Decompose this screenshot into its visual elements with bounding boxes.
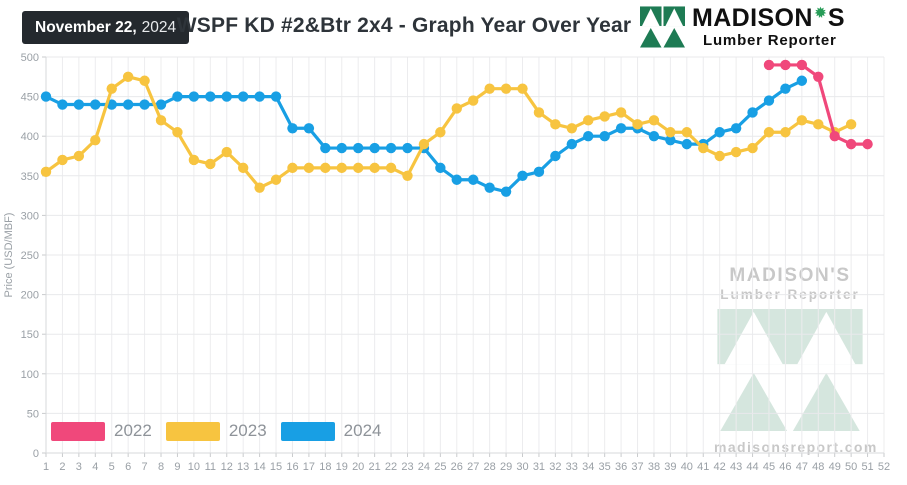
svg-text:9: 9 (174, 461, 180, 473)
date-badge: November 22, 2024 (22, 11, 190, 44)
legend-swatch-2022 (51, 421, 105, 441)
svg-text:37: 37 (631, 461, 643, 473)
date-text: November 22, (35, 18, 137, 36)
svg-text:52: 52 (878, 461, 890, 473)
svg-text:300: 300 (21, 210, 39, 222)
svg-text:51: 51 (861, 461, 873, 473)
svg-text:43: 43 (730, 461, 742, 473)
svg-text:34: 34 (582, 461, 594, 473)
svg-text:47: 47 (796, 461, 808, 473)
svg-text:45: 45 (763, 461, 775, 473)
svg-text:350: 350 (21, 171, 39, 183)
svg-text:33: 33 (566, 461, 578, 473)
legend-swatch-2024 (280, 421, 335, 441)
header: November 22, 2024 WSPF KD #2&Btr 2x4 - G… (0, 0, 907, 52)
legend-label-2022: 2022 (114, 421, 152, 440)
legend-label-2023: 2023 (228, 421, 267, 440)
legend-item-2024: 2024 (280, 421, 382, 441)
watermark-name: MADISON'S (729, 265, 851, 286)
watermark-logo-icon (717, 308, 863, 431)
svg-text:49: 49 (829, 461, 841, 473)
svg-text:23: 23 (401, 461, 413, 473)
svg-text:7: 7 (142, 461, 148, 473)
legend-item-2022: 2022 (51, 421, 152, 441)
svg-text:28: 28 (484, 461, 496, 473)
svg-text:38: 38 (648, 461, 660, 473)
svg-text:150: 150 (21, 329, 39, 341)
brand-wordmark: MADISON S Lumber Reporter (692, 6, 845, 49)
svg-text:50: 50 (845, 461, 857, 473)
legend-label-2024: 2024 (343, 421, 382, 440)
svg-text:46: 46 (779, 461, 791, 473)
svg-text:Price (USD/MBF): Price (USD/MBF) (3, 213, 15, 298)
maple-leaf-icon (814, 6, 827, 19)
svg-text:6: 6 (125, 461, 131, 473)
svg-text:3: 3 (76, 461, 82, 473)
svg-text:5: 5 (109, 461, 115, 473)
svg-text:1: 1 (43, 461, 49, 473)
svg-text:400: 400 (21, 131, 39, 143)
date-year: 2024 (141, 18, 177, 36)
chart-legend: 2022 2023 2024 (51, 421, 381, 441)
svg-text:26: 26 (451, 461, 463, 473)
svg-text:41: 41 (697, 461, 709, 473)
page-title: WSPF KD #2&Btr 2x4 - Graph Year Over Yea… (176, 14, 632, 37)
svg-text:50: 50 (27, 408, 39, 420)
svg-text:16: 16 (286, 461, 298, 473)
svg-text:20: 20 (352, 461, 364, 473)
svg-text:40: 40 (681, 461, 693, 473)
brand-logo: MADISON S Lumber Reporter (640, 6, 845, 48)
svg-text:30: 30 (516, 461, 528, 473)
legend-swatch-2023 (165, 421, 220, 441)
svg-text:10: 10 (188, 461, 200, 473)
brand-name-suffix: S (827, 4, 845, 32)
svg-text:29: 29 (500, 461, 512, 473)
svg-text:44: 44 (746, 461, 758, 473)
svg-text:21: 21 (369, 461, 381, 473)
watermark-url: madisonsreport.com (714, 438, 878, 455)
brand-name: MADISON S (692, 6, 845, 31)
legend-item-2023: 2023 (165, 421, 267, 441)
svg-text:12: 12 (221, 461, 233, 473)
svg-text:36: 36 (615, 461, 627, 473)
brand-name-main: MADISON (692, 4, 813, 32)
svg-text:0: 0 (33, 448, 39, 460)
svg-text:8: 8 (158, 461, 164, 473)
svg-text:200: 200 (21, 290, 39, 302)
svg-text:39: 39 (664, 461, 676, 473)
svg-text:24: 24 (418, 461, 430, 473)
svg-text:25: 25 (434, 461, 446, 473)
svg-text:500: 500 (21, 52, 39, 64)
svg-text:14: 14 (253, 461, 265, 473)
brand-tagline: Lumber Reporter (703, 32, 837, 49)
svg-text:32: 32 (549, 461, 561, 473)
svg-text:450: 450 (21, 92, 39, 104)
svg-text:42: 42 (714, 461, 726, 473)
svg-text:48: 48 (812, 461, 824, 473)
svg-text:19: 19 (336, 461, 348, 473)
svg-text:250: 250 (21, 250, 39, 262)
svg-text:17: 17 (303, 461, 315, 473)
svg-text:13: 13 (237, 461, 249, 473)
svg-text:11: 11 (205, 461, 216, 473)
svg-text:22: 22 (385, 461, 397, 473)
svg-text:35: 35 (599, 461, 611, 473)
svg-text:100: 100 (21, 369, 39, 381)
madisons-logo-icon (640, 6, 685, 48)
svg-text:15: 15 (270, 461, 282, 473)
svg-text:18: 18 (319, 461, 331, 473)
svg-text:27: 27 (467, 461, 479, 473)
svg-text:31: 31 (533, 461, 545, 473)
svg-text:4: 4 (92, 461, 98, 473)
svg-text:2: 2 (59, 461, 65, 473)
